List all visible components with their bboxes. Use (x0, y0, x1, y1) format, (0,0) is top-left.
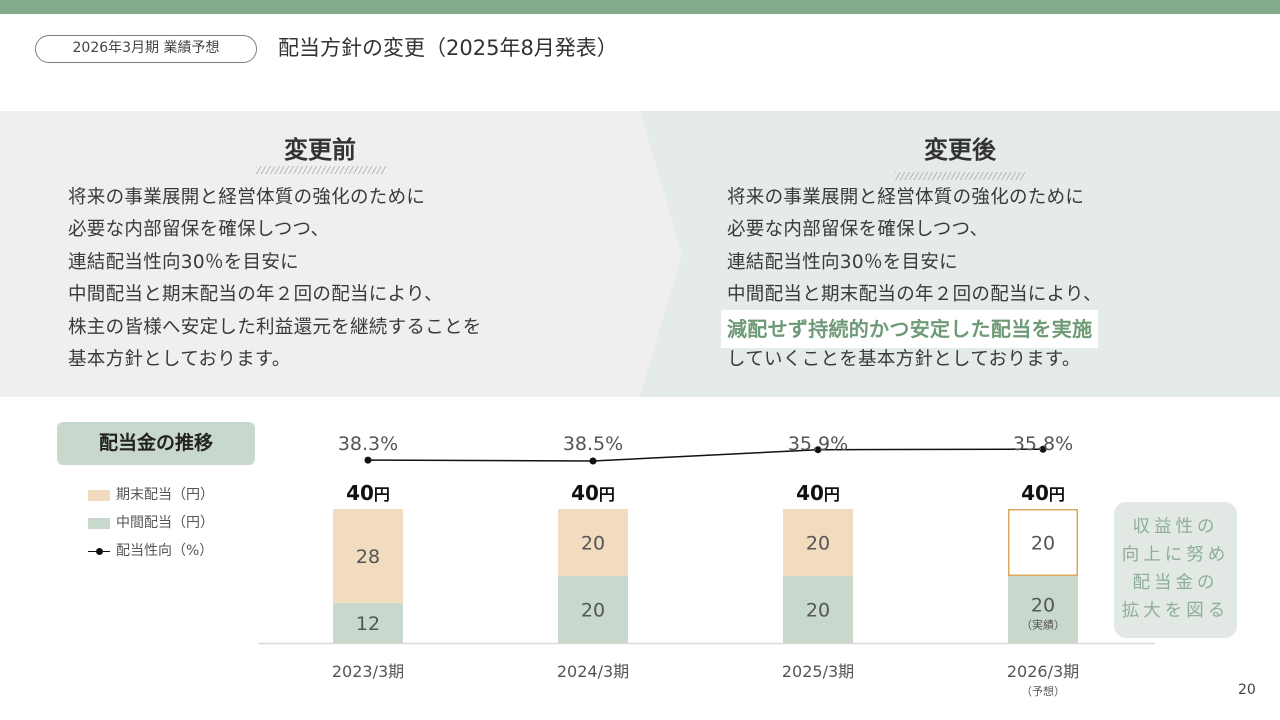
chart-label: 配当金の推移 (57, 422, 255, 465)
bar-interim (1008, 576, 1078, 643)
side-note: 収益性の 向上に努め 配当金の 拡大を図る (1114, 502, 1237, 638)
before-text: 将来の事業展開と経営体質の強化のために 必要な内部留保を確保しつつ、 連結配当性… (68, 182, 482, 376)
payout-point (814, 446, 822, 454)
payout-label: 38.5% (563, 433, 623, 455)
payout-point (1039, 445, 1047, 453)
heading-underline (895, 172, 1025, 180)
legend-label: 期末配当（円） (116, 487, 214, 503)
x-tick-label: 2023/3期 (332, 662, 404, 681)
after-text: 将来の事業展開と経営体質の強化のために 必要な内部留保を確保しつつ、 連結配当性… (721, 182, 1102, 376)
bar-year-end (558, 509, 628, 576)
total-label: 40円 (796, 481, 840, 505)
before-line: 将来の事業展開と経営体質の強化のために (68, 187, 426, 208)
after-panel (640, 111, 1280, 397)
legend-payout: 配当性向（%） (88, 540, 213, 560)
bar-year-end-forecast (1008, 509, 1078, 576)
before-panel (0, 111, 640, 397)
after-line: 中間配当と期末配当の年２回の配当により、 (727, 284, 1102, 306)
total-label: 40円 (1021, 481, 1065, 505)
bar-value-label: 20 (1031, 595, 1055, 617)
bar-interim (558, 576, 628, 643)
payout-point (589, 457, 597, 465)
side-note-line: 拡大を図る (1121, 601, 1230, 621)
bar-note-label: （実績） (1021, 618, 1065, 632)
swatch-icon (88, 517, 110, 529)
line-marker-icon (88, 546, 110, 557)
after-line: 将来の事業展開と経営体質の強化のために (727, 187, 1085, 208)
before-line: 中間配当と期末配当の年２回の配当により、 (68, 284, 443, 306)
payout-label: 35.8% (1013, 433, 1073, 455)
x-tick-label: 2024/3期 (557, 662, 629, 681)
bar-value-label: 20 (581, 600, 605, 622)
legend-label: 中間配当（円） (116, 515, 214, 531)
after-line: 必要な内部留保を確保しつつ、 (727, 219, 989, 241)
highlight-text: 減配せず持続的かつ安定した配当を実施 (721, 309, 1099, 348)
bar-value-label: 12 (356, 613, 380, 635)
after-heading: 変更後 (924, 136, 996, 164)
bar-value-label: 20 (581, 533, 605, 555)
total-label: 40円 (571, 481, 615, 505)
before-line: 株主の皆様へ安定した利益還元を継続することを (68, 316, 482, 338)
page-title: 配当方針の変更（2025年8月発表） (278, 36, 618, 60)
after-line: 連結配当性向30％を目安に (727, 251, 958, 273)
page-number: 20 (1238, 682, 1256, 698)
payout-label: 35.9% (788, 433, 848, 455)
arrow-right-icon (640, 111, 682, 397)
after-line: していくことを基本方針としております。 (727, 348, 1081, 370)
legend-interim: 中間配当（円） (88, 512, 214, 532)
payout-point (364, 456, 372, 464)
bar-year-end (333, 509, 403, 603)
heading-underline (256, 166, 386, 174)
legend-label: 配当性向（%） (116, 543, 214, 559)
section-tag: 2026年3月期 業績予想 (35, 35, 257, 63)
total-label: 40円 (346, 481, 390, 505)
payout-label: 38.3% (338, 433, 398, 455)
bar-value-label: 28 (356, 546, 380, 568)
top-accent-bar (0, 0, 1280, 14)
bar-interim (783, 576, 853, 643)
before-line: 基本方針としております。 (68, 349, 291, 371)
legend-year-end: 期末配当（円） (88, 484, 214, 504)
side-note-line: 向上に努め (1121, 545, 1230, 565)
swatch-icon (88, 489, 110, 501)
x-tick-label: 2026/3期 (1007, 662, 1079, 681)
x-tick-note: （予想） (1021, 684, 1065, 698)
side-note-line: 収益性の (1132, 517, 1219, 537)
bar-year-end (783, 509, 853, 576)
bar-value-label: 20 (1031, 533, 1055, 555)
before-heading: 変更前 (284, 136, 356, 164)
before-line: 必要な内部留保を確保しつつ、 (68, 219, 330, 241)
x-tick-label: 2025/3期 (782, 662, 854, 681)
payout-line (367, 448, 1044, 462)
side-note-line: 配当金の (1132, 573, 1219, 593)
bar-value-label: 20 (806, 533, 830, 555)
before-line: 連結配当性向30％を目安に (68, 251, 299, 273)
bar-interim (333, 602, 403, 643)
bar-value-label: 20 (806, 600, 830, 622)
